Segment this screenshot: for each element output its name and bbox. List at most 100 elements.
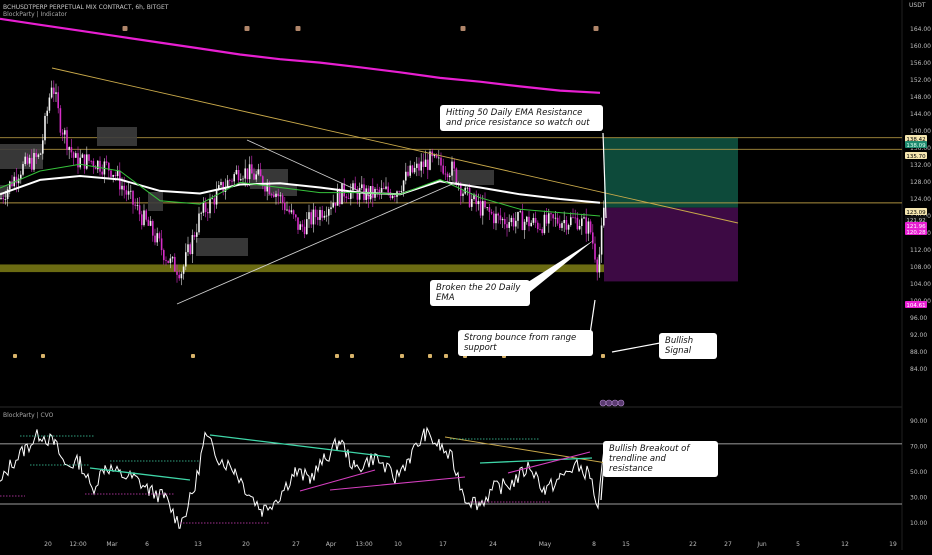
candle-body — [158, 233, 161, 239]
candle-body — [110, 170, 112, 177]
time-tick-label: 20 — [242, 541, 250, 548]
candle-body — [42, 140, 44, 154]
time-tick-label: 8 — [592, 541, 596, 548]
candle-body — [521, 211, 524, 231]
event-marker — [244, 26, 250, 31]
candle-body — [361, 184, 363, 189]
candle-body — [506, 224, 508, 228]
candle-body — [112, 174, 114, 177]
cvo-indicator-label: BlockParty | CVO — [3, 412, 54, 419]
candle-body — [290, 210, 293, 213]
candle-body — [165, 260, 167, 261]
signal-marker — [41, 354, 45, 358]
time-tick-label: 17 — [439, 541, 447, 548]
candle-body — [281, 195, 284, 203]
price-tick-label: 108.00 — [910, 264, 931, 271]
price-tick-label: 84.00 — [910, 366, 927, 373]
candle-body — [160, 238, 163, 251]
candle-body — [473, 194, 475, 200]
price-label: 138.09 — [905, 141, 927, 149]
time-tick-label: Jun — [756, 541, 767, 548]
price-label-text: 138.09 — [906, 143, 926, 149]
candle-body — [28, 157, 31, 164]
candle-body — [297, 217, 299, 230]
candle-body — [420, 161, 422, 171]
candle-body — [314, 209, 317, 218]
candle-body — [114, 174, 117, 177]
candle-body — [479, 201, 482, 216]
candle-body — [178, 274, 180, 279]
candle-body — [180, 273, 183, 279]
candle-body — [152, 220, 154, 236]
signal-marker — [428, 354, 432, 358]
time-tick-label: 12:00 — [69, 541, 86, 548]
cvo-support-line — [299, 469, 376, 492]
bounce-pointer — [589, 299, 596, 335]
candle-body — [101, 171, 103, 175]
bullish-signal-marker — [601, 354, 605, 358]
candle-body — [189, 244, 191, 254]
price-tick-label: 92.00 — [910, 332, 927, 339]
candle-body — [154, 235, 156, 243]
candle-body — [20, 174, 22, 179]
candle-body — [92, 160, 95, 167]
event-marker — [122, 26, 128, 31]
candle-body — [451, 161, 453, 176]
candle-body — [288, 209, 290, 213]
descending-trendline — [51, 67, 739, 224]
candle-body — [499, 215, 502, 221]
price-tick-label: 164.00 — [910, 26, 931, 33]
candle-body — [44, 115, 46, 141]
candle-body — [145, 210, 147, 220]
time-tick-label: 5 — [796, 541, 800, 548]
candle-body — [301, 224, 304, 227]
candle-body — [592, 232, 594, 244]
candle-body — [4, 199, 7, 200]
ema50-line — [0, 17, 601, 94]
candle-body — [325, 215, 328, 217]
candle-body — [354, 183, 356, 190]
candle-body — [574, 217, 576, 219]
candle-body — [50, 87, 53, 98]
candle-body — [303, 226, 306, 235]
candle-body — [372, 186, 374, 198]
candle-body — [105, 161, 108, 163]
candle-body — [97, 160, 99, 170]
candle-body — [603, 207, 605, 226]
candle-body — [405, 171, 407, 181]
candle-body — [563, 219, 565, 224]
candle-body — [585, 217, 587, 234]
signal-marker — [191, 354, 195, 358]
candle-body — [380, 187, 383, 192]
ema-white-line — [0, 175, 601, 204]
candle-body — [9, 181, 11, 190]
time-tick-label: 13 — [194, 541, 202, 548]
time-tick-label: 19 — [889, 541, 897, 548]
candle-body — [323, 215, 326, 218]
candle-body — [453, 161, 455, 169]
candle-body — [583, 217, 585, 219]
candle-body — [446, 173, 449, 178]
candle-body — [517, 211, 519, 221]
candle-body — [64, 130, 66, 135]
candle-body — [358, 188, 361, 200]
candle-body — [130, 190, 132, 192]
candle-body — [328, 209, 330, 216]
breakout-note: Bullish Breakout of trendline and resist… — [603, 441, 718, 477]
candle-body — [376, 188, 378, 190]
candle-body — [418, 163, 420, 171]
candle-body — [484, 201, 486, 208]
candle-body — [259, 169, 262, 177]
candle-body — [334, 202, 337, 206]
candle-body — [134, 204, 136, 206]
candle-body — [94, 166, 97, 170]
candles — [0, 80, 605, 286]
price-tick-label: 88.00 — [910, 349, 927, 356]
candle-body — [578, 226, 581, 230]
candle-body — [317, 217, 319, 220]
candle-body — [72, 152, 75, 158]
candle-body — [211, 198, 213, 200]
candle-body — [330, 207, 332, 210]
